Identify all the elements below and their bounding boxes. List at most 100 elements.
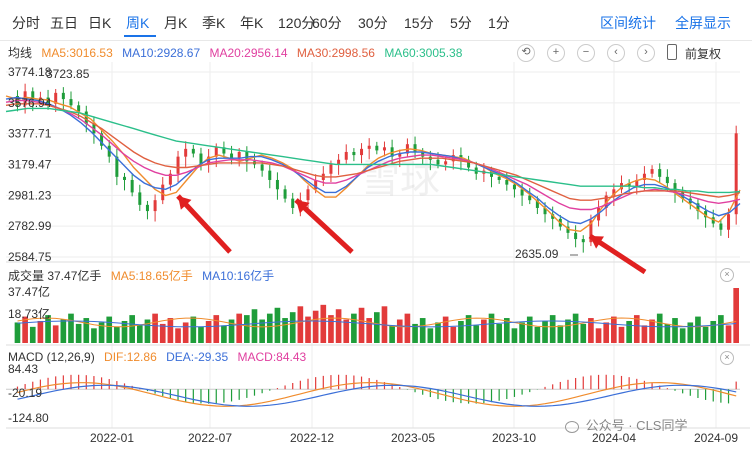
tab-3[interactable]: 周K [126, 15, 150, 31]
candle-body [291, 198, 295, 208]
candle-body [54, 92, 58, 104]
close-macd-icon[interactable]: × [720, 351, 734, 365]
zoom-in-icon[interactable]: + [547, 44, 565, 62]
macd-dif: DIF:12.86 [104, 350, 157, 364]
volume-bar [435, 322, 441, 343]
candle-body [260, 164, 264, 171]
macd-title: MACD (12,26,9) [8, 350, 95, 364]
adjust-mode-select[interactable]: 前复权 [685, 47, 722, 61]
candle-body [337, 159, 341, 165]
candle-body [130, 179, 134, 193]
volume-bar [565, 319, 571, 343]
macd-bars [6, 374, 740, 404]
tab-4[interactable]: 月K [164, 15, 188, 31]
volume-bar [649, 319, 655, 343]
candle-body [360, 148, 364, 156]
ma5-value: MA5:3016.53 [41, 46, 113, 60]
candle-body [176, 156, 180, 174]
volume-bar [136, 325, 143, 343]
volume-bar [611, 316, 617, 343]
macd-lines [17, 381, 737, 407]
active-tab-underline [124, 35, 156, 37]
macd-legend: MACD (12,26,9) DIF:12.86 DEA:-29.35 MACD… [8, 350, 312, 364]
candle-body [658, 169, 662, 177]
zoom-out-icon[interactable]: − [577, 44, 595, 62]
volume-bar [458, 320, 464, 343]
candle-body [673, 183, 677, 193]
tab-2[interactable]: 日K [88, 15, 112, 31]
volume-bar [213, 315, 220, 343]
volume-bar [733, 288, 739, 343]
candle-body [283, 189, 287, 199]
volume-bar [580, 323, 587, 343]
price-tick: 3576.94 [8, 96, 52, 110]
tab-12[interactable]: 1分 [488, 15, 510, 31]
candle-body [543, 207, 547, 215]
tab-6[interactable]: 年K [240, 15, 264, 31]
tab-11[interactable]: 5分 [450, 15, 472, 31]
chart-controls: ⟲ + − ‹ › 前复权 [517, 44, 742, 62]
ma10-value: MA10:2928.67 [122, 46, 201, 60]
volume-bar [542, 320, 548, 343]
candle-body [696, 203, 700, 212]
candle-body [138, 192, 142, 205]
tab-1[interactable]: 五日 [50, 15, 78, 31]
volume-bar [129, 315, 135, 343]
ma-line-ma60 [5, 107, 741, 194]
chevron-left-icon[interactable]: ‹ [607, 44, 625, 62]
candle-body [612, 189, 616, 196]
candle-body [314, 179, 318, 190]
candle-body [574, 232, 578, 240]
volume-bar [412, 323, 418, 343]
tab-9[interactable]: 30分 [358, 15, 388, 31]
tab-7[interactable]: 120分 [278, 15, 316, 31]
tab-0[interactable]: 分时 [12, 15, 40, 31]
macd-tick: -20.19 [8, 386, 42, 400]
volume-bar [175, 328, 181, 343]
volume-bar [366, 318, 372, 343]
candle-body [161, 184, 165, 201]
volume-bar [473, 325, 480, 343]
candle-body [467, 159, 471, 168]
candle-body [589, 220, 593, 243]
candle-body [123, 176, 127, 180]
fullscreen-button[interactable]: 全屏显示 [675, 15, 731, 31]
volume-bar [511, 328, 518, 343]
candle-body [230, 153, 234, 159]
volume-bar [633, 315, 640, 343]
tab-10[interactable]: 15分 [404, 15, 434, 31]
price-tick: 2584.75 [8, 250, 52, 264]
tab-8[interactable]: 60分 [312, 15, 342, 31]
volume-tick: 18.73亿 [8, 306, 50, 321]
avg-label: 均线 [8, 46, 33, 60]
candle-body [207, 156, 211, 165]
range-stats-button[interactable]: 区间统计 [600, 15, 656, 31]
volume-bar [656, 313, 663, 343]
candle-body [566, 226, 570, 233]
volume-tick: 37.47亿 [8, 284, 50, 299]
candle-body [31, 91, 35, 101]
arrow-shaft [176, 194, 232, 254]
candle-body [421, 151, 425, 157]
grid-lines [6, 62, 750, 429]
reset-icon[interactable]: ⟲ [517, 44, 535, 62]
close-volume-icon[interactable]: × [720, 268, 734, 282]
volume-bar [427, 328, 434, 343]
candle-body [306, 189, 310, 201]
price-axis: 3774.18 3576.94 3377.71 3179.47 2981.23 2782.… [8, 65, 52, 264]
arrow-head [590, 236, 604, 249]
candle-icon[interactable] [667, 44, 677, 60]
volume-title: 成交量 37.47亿手 [8, 269, 102, 283]
chevron-right-icon[interactable]: › [637, 44, 655, 62]
volume-bar [14, 322, 21, 343]
volume-ma5-line [17, 317, 737, 328]
price-tick: 3377.71 [8, 127, 52, 141]
candle-body [627, 183, 631, 187]
volume-bar [98, 322, 105, 343]
time-tick: 2024-04 [592, 431, 636, 445]
candle-body [642, 173, 646, 180]
candle-body [719, 223, 723, 230]
tab-5[interactable]: 季K [202, 15, 226, 31]
volume-ma10-line [17, 320, 737, 328]
